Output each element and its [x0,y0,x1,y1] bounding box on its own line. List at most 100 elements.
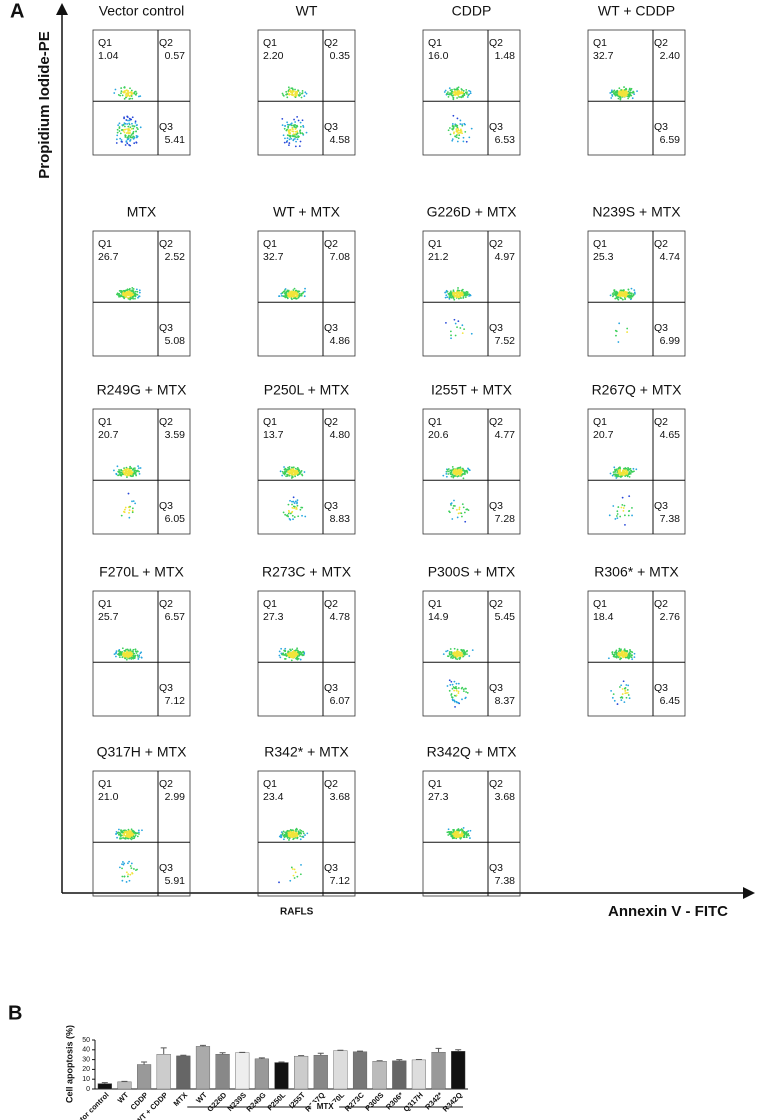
cell-dot [626,691,629,694]
cell-dot [617,296,620,299]
cell-dot [125,466,128,469]
cell-dot [135,130,137,133]
cell-dot [296,834,299,837]
cell-dot [627,654,630,656]
bar [411,1059,426,1090]
cell-dot [137,829,140,832]
cell-dot [302,650,304,653]
cell-dot [303,295,306,298]
cell-dot [465,834,468,837]
cell-dot [470,127,473,130]
cell-dot [630,297,632,299]
error-bar [219,1052,226,1055]
cell-dot [620,657,623,660]
cell-dot [455,694,458,697]
cell-dot [288,511,291,514]
cell-dot [463,834,466,837]
y-tick-label: 20 [82,1066,90,1073]
cell-dot [613,289,616,292]
cell-dot [139,95,142,98]
cell-dot [128,509,131,512]
cell-dot [123,117,125,120]
cell-dot [127,834,130,837]
cell-dot [124,134,127,137]
cell-dot [115,650,118,653]
cell-dot [294,297,297,300]
cell-dot [133,837,136,839]
cell-dot [136,469,139,472]
cell-dot [451,123,454,125]
cell-dot [122,289,125,292]
plot-title: Q317H + MTX [97,744,188,760]
cell-dot [447,473,450,475]
cell-dot [615,650,617,653]
cell-dot [447,95,450,98]
cell-dot [125,94,127,96]
cell-dot [618,652,621,654]
cell-dot [465,470,468,472]
cell-dot [289,651,292,654]
cell-dot [631,506,633,509]
cell-dot [136,126,138,129]
cell-dot [454,322,457,325]
cell-dot [614,91,616,93]
cell-dot [628,468,631,471]
cell-dot [454,657,457,660]
cell-dot [454,656,456,659]
cell-dot [283,127,286,130]
cell-dot [462,833,465,836]
y-tick-label: 0 [86,1086,90,1093]
cell-dot [292,838,295,841]
cell-dot [133,469,135,471]
cell-dot [297,831,300,833]
cell-dot [615,334,617,337]
quadrant-value: 7.08 [330,251,351,263]
cell-dot [281,474,284,477]
cell-dot [628,92,631,94]
cell-dot [299,294,302,297]
cell-dot [298,92,301,94]
cell-dot [138,289,141,292]
quadrant-name: Q3 [489,862,503,874]
cell-dot [300,294,303,297]
plot-title: R267Q + MTX [592,382,683,398]
plot-title: WT [296,3,318,19]
cell-dot [294,128,297,130]
cell-dot [458,655,461,657]
cell-dot [299,140,302,143]
cell-dot [297,119,300,122]
plot-frame [257,408,356,535]
cell-dot [295,291,298,294]
cell-dot [127,296,129,299]
cell-dot [629,649,631,651]
cell-dot [451,473,453,476]
cell-dot [297,832,300,835]
cell-dot [443,91,446,93]
quadrant-name: Q3 [654,682,668,694]
plot-frame [92,29,191,156]
cell-dot [299,653,302,655]
cell-dot [463,511,466,514]
cell-dot [299,658,302,661]
cell-dot [453,680,456,683]
cell-dot [129,472,132,475]
cell-dot [457,132,460,135]
cell-dot [619,293,622,296]
quadrant-value: 2.99 [165,791,186,803]
cell-dot [458,295,461,298]
cell-dot [115,832,118,835]
cell-dot [614,656,617,658]
plot-frame [422,590,521,717]
cell-dot [129,118,132,121]
cell-dot [624,687,627,689]
cell-dot [446,831,449,834]
cell-dot [285,294,288,297]
cell-dot [622,289,625,292]
y-axis-label: Propidium Iodide-PE [36,31,53,179]
cell-dot [627,90,630,93]
cell-dot [287,503,290,506]
group-label-bg [311,1102,340,1112]
x-tick-label: P300S [363,1090,385,1112]
cell-dot [453,654,456,657]
cell-dot [630,287,633,290]
